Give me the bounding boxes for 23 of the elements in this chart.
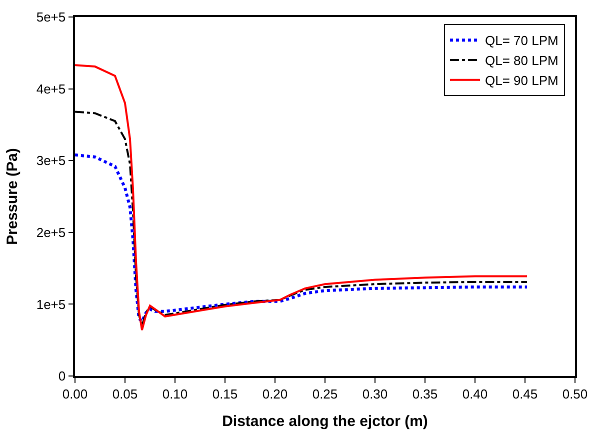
x-tick-label: 0.15 [212,386,238,402]
x-tick-label: 0.50 [562,386,588,402]
legend-label: QL= 80 LPM [485,53,558,68]
x-tick-label: 0.40 [462,386,488,402]
x-tick-label: 0.20 [262,386,288,402]
y-tick-label: 5e+5 [36,10,66,25]
x-axis-title: Distance along the ejctor (m) [222,412,428,430]
x-tick-label: 0.25 [312,386,338,402]
y-tick-label: 2e+5 [36,224,66,240]
y-axis-title: Pressure (Pa) [4,148,22,245]
x-tick-label: 0.35 [412,386,438,402]
line-series [75,153,528,323]
y-tick-label: 1e+5 [36,296,66,312]
x-tick-label: 0.10 [162,386,188,402]
y-tick-label: 0 [58,368,66,384]
y-tick-label: 3e+5 [36,153,66,168]
x-tick-label: 0.05 [112,386,138,402]
legend-label: QL= 70 LPM [485,33,558,48]
x-tick-label: 0.30 [362,386,388,402]
y-tick-label: 4e+5 [36,81,66,96]
x-tick-label: 0.00 [62,386,88,402]
legend-label: QL= 90 LPM [485,73,558,88]
x-tick-label: 0.45 [512,386,538,402]
